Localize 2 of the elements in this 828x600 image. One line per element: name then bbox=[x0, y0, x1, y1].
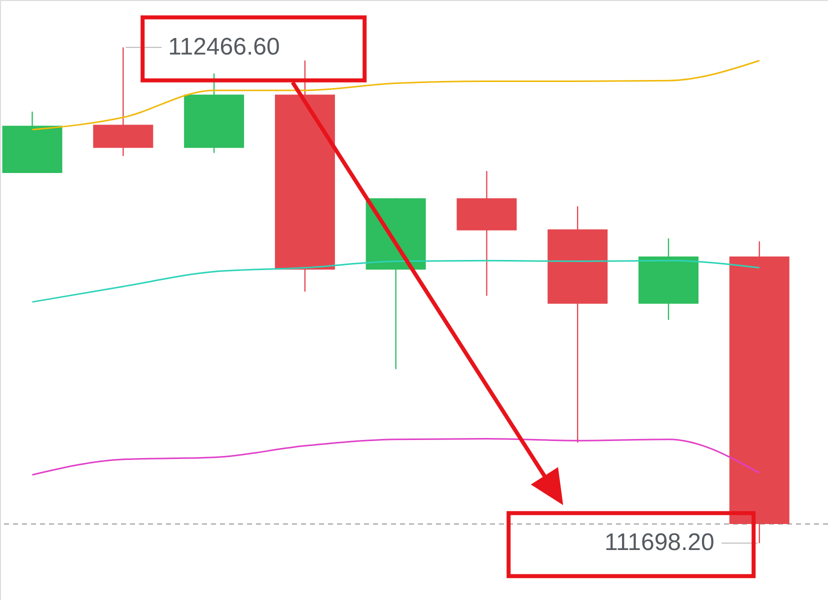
annotation: 111698.20 bbox=[604, 529, 714, 556]
annotation: 112466.60 bbox=[168, 33, 280, 60]
